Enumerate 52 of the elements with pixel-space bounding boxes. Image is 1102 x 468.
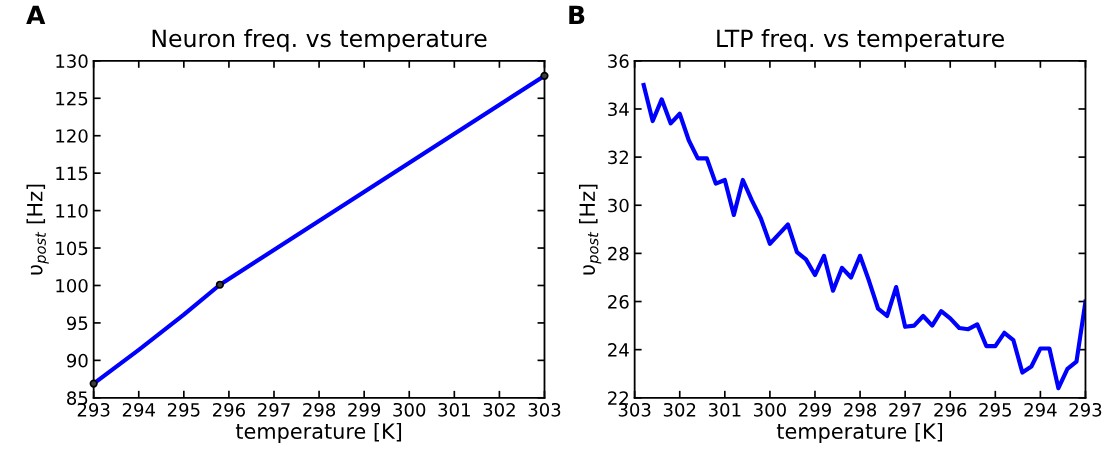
- chart-title: Neuron freq. vs temperature: [152, 29, 487, 52]
- y-tick-label: 125: [56, 91, 88, 106]
- point: [540, 71, 549, 80]
- y-tick-label: 95: [66, 316, 88, 331]
- x-tick-label: 293: [77, 402, 110, 417]
- y-tick-label: 36: [608, 54, 629, 68]
- x-tick-label: 301: [438, 402, 470, 417]
- y-tick-label: 30: [608, 198, 629, 213]
- y-tick-label: 32: [608, 150, 628, 165]
- y-tick-label: 120: [56, 129, 88, 143]
- point: [89, 379, 98, 388]
- x-tick-label: 301: [708, 402, 741, 417]
- x-tick-label: 294: [1024, 402, 1057, 417]
- x-tick-label: 303: [618, 402, 651, 417]
- x-tick-label: 294: [122, 402, 155, 417]
- x-tick-label: 296: [934, 402, 967, 417]
- y-tick-label: 100: [56, 278, 88, 293]
- y-tick-label: 90: [66, 353, 88, 368]
- x-tick-label: 303: [528, 402, 561, 417]
- line-series: [641, 82, 1086, 391]
- text: B: [569, 5, 585, 24]
- chart-title: LTP freq. vs temperature: [717, 29, 1004, 52]
- y-tick-label: 28: [608, 246, 629, 261]
- x-tick-label: 296: [213, 402, 246, 417]
- x-tick-label: 302: [483, 402, 515, 417]
- x-tick-label: 300: [754, 402, 786, 417]
- y-tick-label: 24: [608, 343, 629, 357]
- x-tick-label: 297: [889, 402, 921, 417]
- y-axis-title: υ$_{post}$ [Hz]: [26, 184, 49, 275]
- y-tick-label: 85: [67, 391, 88, 405]
- x-tick-label: 293: [1069, 402, 1102, 417]
- y-axis-title: υ$_{post}$ [Hz]: [578, 184, 602, 275]
- y-tick-label: 26: [608, 294, 629, 309]
- x-tick-label: 298: [303, 402, 336, 417]
- point: [215, 280, 224, 289]
- x-axis-title: temperature [K]: [235, 422, 402, 444]
- x-tick-label: 295: [979, 402, 1011, 417]
- x-tick-label: 295: [167, 402, 200, 417]
- y-tick-label: 34: [608, 102, 629, 117]
- x-axis-title: temperature [K]: [776, 422, 943, 444]
- y-tick-label: 22: [608, 391, 628, 405]
- x-tick-label: 298: [844, 402, 877, 417]
- y-tick-label: 130: [56, 54, 88, 68]
- y-tick-label: 110: [56, 204, 88, 218]
- x-tick-label: 299: [348, 402, 381, 417]
- text: A: [26, 5, 46, 24]
- y-tick-label: 115: [56, 166, 88, 181]
- x-tick-label: 297: [258, 402, 290, 417]
- x-tick-label: 302: [663, 402, 696, 417]
- y-tick-label: 105: [56, 241, 88, 256]
- x-tick-label: 300: [393, 402, 426, 417]
- x-tick-label: 299: [799, 402, 831, 417]
